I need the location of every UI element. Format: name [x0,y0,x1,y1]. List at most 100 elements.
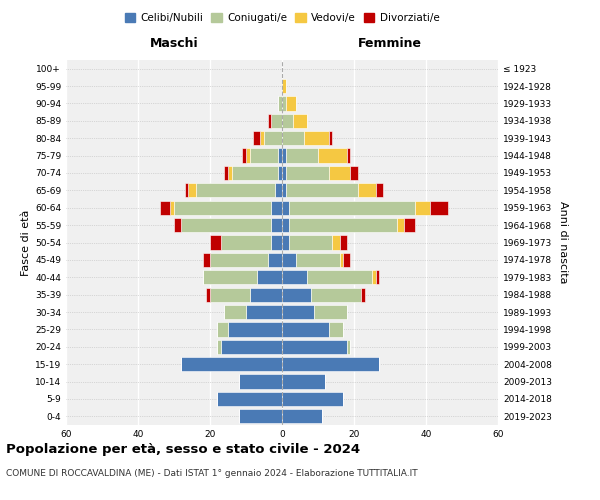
Bar [282,340,347,354]
Bar [268,253,282,267]
Bar [239,409,282,424]
Bar [307,270,372,284]
Bar [271,114,282,128]
Bar [376,270,379,284]
Bar [257,270,282,284]
Bar [282,305,314,319]
Bar [174,200,271,215]
Bar [282,96,286,110]
Bar [282,79,286,93]
Bar [282,183,286,198]
Bar [282,270,307,284]
Text: Maschi: Maschi [149,36,199,50]
Bar [275,183,282,198]
Bar [397,218,404,232]
Bar [246,148,250,162]
Legend: Celibi/Nubili, Coniugati/e, Vedovi/e, Divorziati/e: Celibi/Nubili, Coniugati/e, Vedovi/e, Di… [121,8,443,27]
Bar [246,305,282,319]
Bar [372,270,376,284]
Bar [282,374,325,388]
Bar [282,218,289,232]
Bar [282,131,304,146]
Bar [268,114,271,128]
Text: COMUNE DI ROCCAVALDINA (ME) - Dati ISTAT 1° gennaio 2024 - Elaborazione TUTTITAL: COMUNE DI ROCCAVALDINA (ME) - Dati ISTAT… [6,469,418,478]
Bar [250,148,278,162]
Bar [289,200,415,215]
Bar [278,148,282,162]
Bar [217,392,282,406]
Bar [210,253,268,267]
Bar [239,374,282,388]
Bar [260,131,264,146]
Bar [286,96,296,110]
Bar [415,200,430,215]
Bar [350,166,358,180]
Bar [282,114,293,128]
Bar [221,340,282,354]
Bar [217,340,221,354]
Bar [404,218,415,232]
Bar [347,148,350,162]
Bar [174,218,181,232]
Bar [329,131,332,146]
Bar [282,166,286,180]
Bar [282,322,329,336]
Y-axis label: Fasce di età: Fasce di età [21,210,31,276]
Bar [253,131,260,146]
Bar [286,166,329,180]
Text: Femmine: Femmine [358,36,422,50]
Bar [221,236,271,250]
Bar [293,114,307,128]
Bar [347,340,350,354]
Bar [289,218,397,232]
Bar [224,305,246,319]
Bar [282,253,296,267]
Bar [196,183,275,198]
Bar [228,322,282,336]
Bar [271,236,282,250]
Bar [224,166,228,180]
Bar [358,183,376,198]
Bar [282,200,289,215]
Bar [228,166,232,180]
Bar [203,253,210,267]
Bar [282,236,289,250]
Bar [361,288,365,302]
Bar [314,305,347,319]
Bar [206,288,210,302]
Bar [289,236,332,250]
Bar [170,200,174,215]
Bar [318,148,347,162]
Bar [329,166,350,180]
Bar [271,218,282,232]
Bar [210,236,221,250]
Bar [286,183,358,198]
Bar [264,131,282,146]
Bar [343,253,350,267]
Bar [296,253,340,267]
Bar [185,183,188,198]
Bar [217,322,228,336]
Bar [160,200,170,215]
Bar [329,322,343,336]
Bar [181,218,271,232]
Bar [304,131,329,146]
Bar [282,148,286,162]
Bar [210,288,250,302]
Bar [278,166,282,180]
Bar [282,392,343,406]
Bar [232,166,278,180]
Bar [340,253,343,267]
Bar [340,236,347,250]
Bar [286,148,318,162]
Bar [181,357,282,372]
Bar [430,200,448,215]
Bar [332,236,340,250]
Bar [376,183,383,198]
Bar [188,183,196,198]
Bar [242,148,246,162]
Bar [278,96,282,110]
Bar [282,357,379,372]
Bar [311,288,361,302]
Bar [282,288,311,302]
